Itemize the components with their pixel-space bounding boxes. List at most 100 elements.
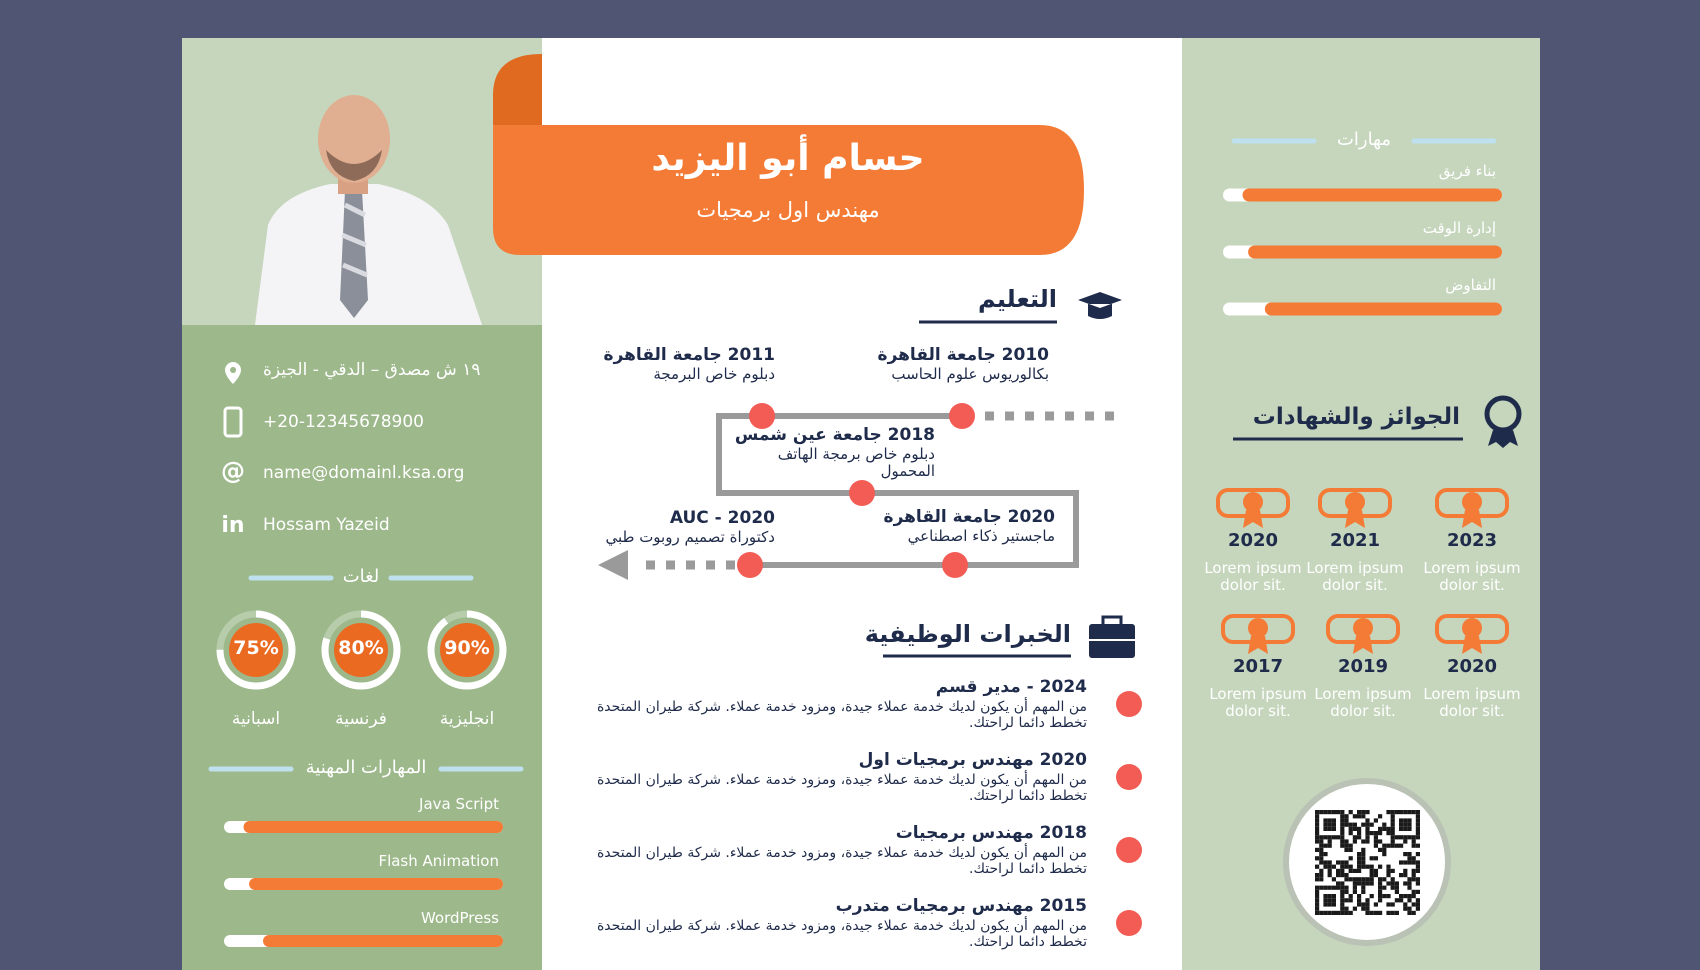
qr-cell [1394, 898, 1399, 903]
qr-cell [1386, 843, 1391, 848]
qr-cell [1403, 839, 1408, 844]
qr-cell [1319, 860, 1324, 865]
qr-cell [1348, 822, 1353, 827]
award-icon [1435, 614, 1509, 654]
qr-cell [1365, 877, 1370, 882]
qr-cell [1378, 910, 1383, 915]
qr-cell [1382, 894, 1387, 899]
timeline-dot [949, 403, 975, 429]
qr-cell [1365, 902, 1370, 907]
qr-cell [1319, 910, 1324, 915]
qr-cell [1357, 852, 1362, 857]
education-title: 2011 جامعة القاهرة [603, 345, 775, 366]
award-icon [1216, 488, 1290, 528]
timeline-dot [942, 552, 968, 578]
qr-cell [1331, 864, 1336, 869]
qr-cell [1323, 822, 1328, 827]
qr-cell [1382, 847, 1387, 852]
qr-cell [1399, 873, 1404, 878]
qr-cell [1369, 856, 1374, 861]
contact-item: ١٩ ش مصدق – الدقي - الجيزة [263, 360, 481, 381]
qr-cell [1394, 881, 1399, 886]
qr-cell [1357, 877, 1362, 882]
qr-cell [1340, 814, 1345, 819]
qr-cell [1403, 894, 1408, 899]
qr-code [1283, 778, 1451, 946]
qr-cell [1394, 910, 1399, 915]
qr-cell [1403, 860, 1408, 865]
qr-cell [1373, 839, 1378, 844]
ring-center [334, 623, 388, 677]
qr-cell [1369, 822, 1374, 827]
experience-dot [1116, 837, 1142, 863]
qr-cell [1403, 881, 1408, 886]
qr-cell [1382, 877, 1387, 882]
qr-cell [1319, 885, 1324, 890]
qr-cell [1361, 889, 1366, 894]
qr-cell [1403, 906, 1408, 911]
qr-cell [1394, 885, 1399, 890]
qr-cell [1340, 810, 1345, 815]
qr-cell [1394, 843, 1399, 848]
contact-item: +20-12345678900 [263, 412, 424, 433]
qr-cell [1348, 877, 1353, 882]
qr-cell [1331, 910, 1336, 915]
qr-cell [1361, 902, 1366, 907]
qr-cell [1407, 852, 1412, 857]
qr-cell [1361, 860, 1366, 865]
award-icon [1326, 614, 1400, 654]
bar-fill [249, 878, 503, 890]
language-name: اسبانية [231, 709, 281, 730]
qr-cell [1327, 910, 1332, 915]
award-year: 2021 [1329, 529, 1381, 551]
qr-cell [1327, 873, 1332, 878]
qr-cell [1394, 810, 1399, 815]
qr-cell [1403, 818, 1408, 823]
qr-cell [1386, 902, 1391, 907]
award-seal [1345, 492, 1365, 512]
qr-cell [1361, 881, 1366, 886]
qr-cell [1394, 889, 1399, 894]
qr-cell [1327, 885, 1332, 890]
qr-cell [1344, 885, 1349, 890]
qr-cell [1319, 852, 1324, 857]
qr-cell [1361, 810, 1366, 815]
award-text: Lorem ipsum dolor sit. [1204, 558, 1302, 594]
qr-cell [1361, 885, 1366, 890]
qr-cell [1411, 843, 1416, 848]
qr-cell [1411, 889, 1416, 894]
award-year: 2020 [1227, 529, 1279, 551]
qr-cell [1407, 906, 1412, 911]
qr-cell [1315, 810, 1320, 815]
qr-cell [1331, 894, 1336, 899]
language-name: فرنسية [335, 709, 387, 730]
qr-cell [1365, 864, 1370, 869]
qr-cell [1403, 852, 1408, 857]
qr-cell [1386, 881, 1391, 886]
ring-value [216, 610, 296, 690]
qr-cell [1344, 818, 1349, 823]
qr-cell [1340, 864, 1345, 869]
qr-cell [1365, 898, 1370, 903]
qr-cell [1319, 877, 1324, 882]
contact-item: Hossam Yazeid [263, 515, 390, 536]
qr-cell [1315, 889, 1320, 894]
qr-cell [1390, 814, 1395, 819]
qr-cell [1323, 818, 1328, 823]
qr-cell [1373, 843, 1378, 848]
award-text: Lorem ipsum dolor sit. [1314, 684, 1412, 720]
qr-cell [1407, 885, 1412, 890]
experience-title: 2018 مهندس برمجيات [895, 823, 1087, 844]
qr-cell [1411, 856, 1416, 861]
award-year: 2019 [1337, 655, 1389, 677]
qr-cell [1411, 835, 1416, 840]
qr-cell [1403, 902, 1408, 907]
qr-cell [1319, 843, 1324, 848]
qr-cell [1327, 902, 1332, 907]
qr-cell [1357, 860, 1362, 865]
qr-cell [1348, 847, 1353, 852]
qr-cell [1407, 877, 1412, 882]
qr-cell [1407, 810, 1412, 815]
qr-cell [1319, 873, 1324, 878]
qr-cell [1361, 906, 1366, 911]
